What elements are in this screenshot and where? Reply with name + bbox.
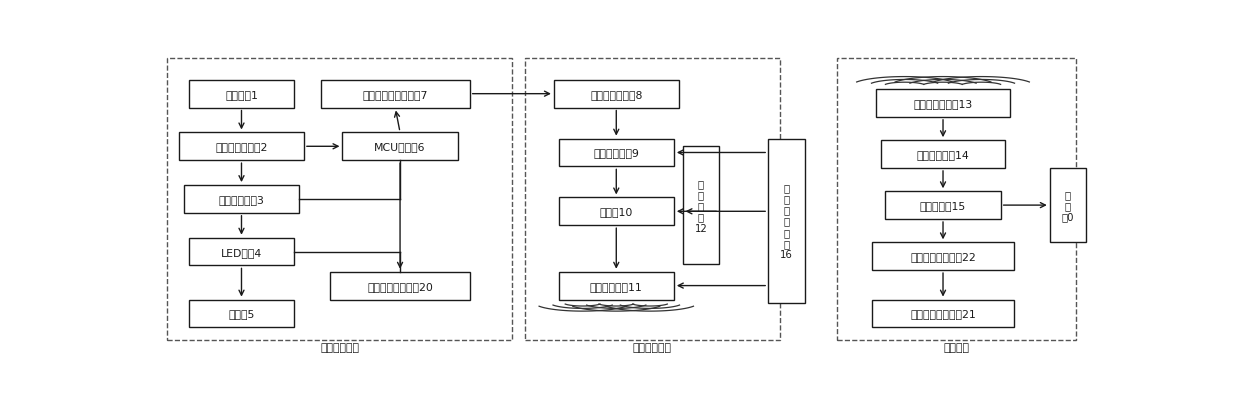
Text: 信号处理模块9: 信号处理模块9 <box>594 148 639 158</box>
Text: 光学图像传感器2: 光学图像传感器2 <box>216 142 268 152</box>
Bar <box>682 147 719 264</box>
Text: 显
示
模
块
12: 显 示 模 块 12 <box>694 178 707 233</box>
Bar <box>1050 168 1086 243</box>
Bar <box>875 90 1011 117</box>
Bar <box>184 186 299 213</box>
Text: 射频无线接收模垂21: 射频无线接收模垂21 <box>910 309 976 319</box>
Text: 无线信号接收奧13: 无线信号接收奧13 <box>914 99 972 109</box>
Text: 图像处理模块3: 图像处理模块3 <box>218 194 264 205</box>
Bar <box>330 272 470 300</box>
Bar <box>880 141 1006 168</box>
Bar <box>885 192 1001 219</box>
Bar <box>525 59 780 340</box>
Text: MCU控制电6: MCU控制电6 <box>374 142 425 152</box>
Text: 微型超声波发射模块7: 微型超声波发射模块7 <box>362 89 428 99</box>
Bar <box>558 198 675 226</box>
Bar <box>188 300 294 328</box>
Text: 外
置
供
电
模
块
16: 外 置 供 电 模 块 16 <box>780 182 792 259</box>
Bar <box>166 59 512 340</box>
Bar <box>554 81 678 108</box>
Bar <box>768 139 805 303</box>
Text: 无线发射模垂11: 无线发射模垂11 <box>590 281 642 291</box>
Text: 射频无线发射模垂20: 射频无线发射模垂20 <box>367 281 433 291</box>
Text: 门诊显示: 门诊显示 <box>944 342 970 352</box>
Text: LED光渰4: LED光渰4 <box>221 247 262 257</box>
Bar <box>188 238 294 266</box>
Text: 微控制10: 微控制10 <box>600 207 632 217</box>
Bar <box>558 272 675 300</box>
Bar <box>342 133 458 161</box>
Bar <box>872 243 1014 270</box>
Text: 移动显示屏15: 移动显示屏15 <box>920 200 966 211</box>
Text: 光学透镜1: 光学透镜1 <box>224 89 258 99</box>
Bar <box>872 300 1014 328</box>
Text: 供电用5: 供电用5 <box>228 309 254 319</box>
Bar <box>179 133 304 161</box>
Bar <box>321 81 470 108</box>
Bar <box>558 139 675 167</box>
Text: 超声波接收模块8: 超声波接收模块8 <box>590 89 642 99</box>
Bar <box>188 81 294 108</box>
Text: 投
影
兵0: 投 影 兵0 <box>1061 189 1074 222</box>
Text: 音频信号处理模垂22: 音频信号处理模垂22 <box>910 251 976 261</box>
Text: 胶囊式内穥镜: 胶囊式内穥镜 <box>320 342 360 352</box>
Text: 体外控制模块: 体外控制模块 <box>632 342 671 352</box>
Bar <box>837 59 1075 340</box>
Text: 图像处理模垂14: 图像处理模垂14 <box>916 150 970 160</box>
